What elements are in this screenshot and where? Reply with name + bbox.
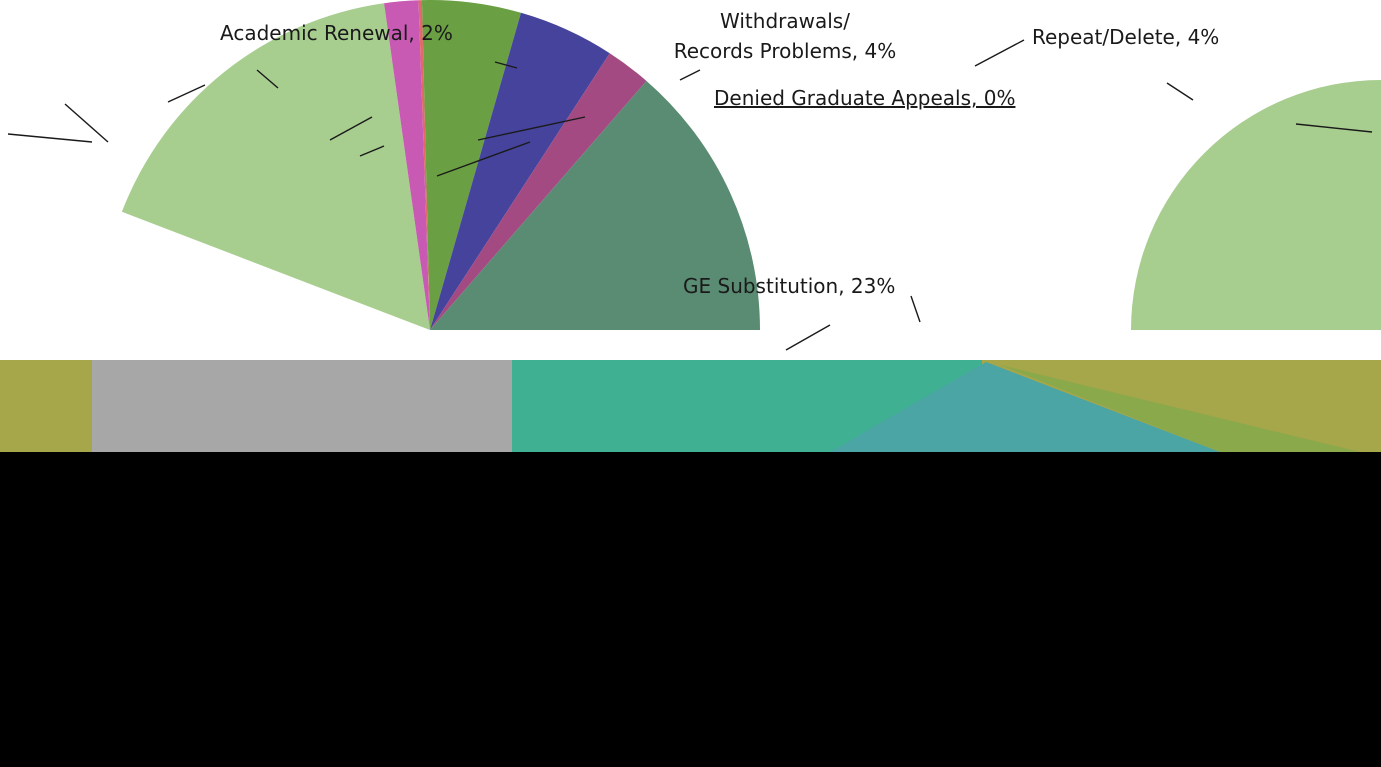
pie-slice-upper-0 (121, 3, 430, 330)
slice-label-withdrawals-line1: Withdrawals/ (720, 9, 850, 33)
leader-line-1 (64, 103, 109, 143)
leader-line-academic-renewal (256, 69, 279, 89)
leader-line-withdrawals (494, 61, 518, 69)
leader-line-8 (1295, 123, 1373, 133)
leader-line-repeat-delete (974, 39, 1025, 67)
slice-label-repeat-delete: Repeat/Delete, 4% (1032, 25, 1220, 49)
leader-line-6 (436, 141, 531, 177)
slice-label-ge-substitution: GE Substitution, 23% (683, 274, 896, 298)
leader-line-withdrawals-2 (679, 69, 701, 81)
leader-line-4 (329, 116, 373, 141)
leader-line-2 (7, 133, 93, 143)
slice-label-withdrawals: Withdrawals/ Records Problems, 4% (650, 8, 920, 64)
pie-slice-upper-6 (430, 80, 760, 331)
leader-line-9 (785, 324, 831, 351)
leader-line-7 (477, 116, 586, 141)
leader-line-10 (910, 295, 921, 323)
pie-slice-upper-5 (430, 53, 647, 331)
pie-slice-lower-olive (1000, 365, 1360, 452)
leader-line-5 (359, 145, 385, 157)
leader-lines (7, 39, 1373, 351)
leader-line-denied-graduate (1166, 82, 1194, 101)
pie-slice-upper-1 (384, 0, 430, 331)
slice-label-academic-renewal: Academic Renewal, 2% (220, 21, 453, 45)
pie-slice-right (1131, 80, 1381, 330)
leader-line-3 (167, 84, 206, 103)
pie-slice-upper-4 (430, 12, 610, 331)
pie-slice-upper-2 (418, 0, 430, 330)
black-region (0, 452, 1381, 767)
slice-label-denied-graduate-appeals: Denied Graduate Appeals, 0% (714, 86, 1016, 110)
pie-slice-upper-3 (421, 0, 521, 330)
slice-label-withdrawals-line2: Records Problems, 4% (673, 39, 897, 63)
pie-slice-lower-1 (92, 360, 512, 452)
pie-slice-lower-teal (830, 362, 1220, 452)
